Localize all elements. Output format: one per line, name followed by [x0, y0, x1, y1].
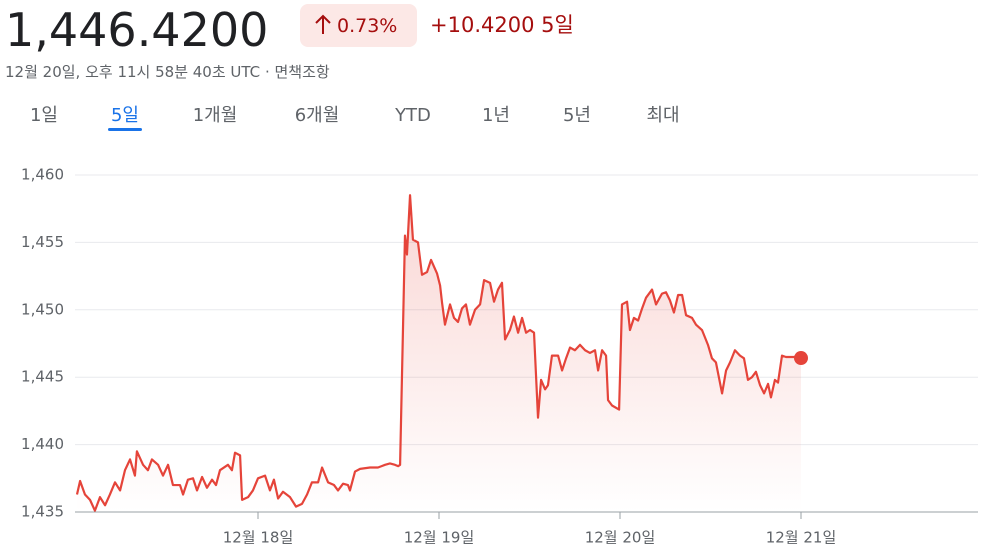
- change-value: +10.4200 5일: [430, 13, 574, 37]
- y-tick-label: 1,455: [21, 233, 64, 251]
- range-tab[interactable]: 5일: [111, 105, 139, 126]
- range-tab[interactable]: 5년: [563, 105, 591, 126]
- range-tabs: 1일 5일 1개월 6개월 YTD 1년 5년 최대: [30, 105, 680, 131]
- timestamp: 12월 20일, 오후 11시 58분 40초 UTC: [5, 63, 260, 81]
- range-tab[interactable]: 1년: [482, 105, 510, 126]
- change-badge: [300, 4, 417, 47]
- disclaimer-link[interactable]: 면책조항: [275, 63, 330, 81]
- x-tick-label: 12월 21일: [766, 529, 837, 547]
- y-tick-label: 1,460: [21, 166, 64, 184]
- active-tab-underline: [108, 128, 142, 131]
- change: +10.4200: [430, 13, 534, 37]
- range-tab[interactable]: 1개월: [193, 105, 238, 126]
- up-arrow: [315, 14, 331, 34]
- price: 1,446.4200: [5, 3, 268, 57]
- last-point: [794, 351, 808, 366]
- x-tick-label: 12월 18일: [223, 529, 294, 547]
- area-fill: [77, 195, 801, 512]
- x-tick-label: 12월 19일: [404, 529, 475, 547]
- chart: 1,435 1,440 1,445 1,450 1,455 1,460 12월 18일 12월…: [21, 166, 978, 547]
- x-tick-label: 12월 20일: [585, 529, 656, 547]
- separator: ·: [265, 63, 270, 81]
- y-tick-label: 1,450: [21, 300, 64, 318]
- y-tick-label: 1,440: [21, 435, 64, 453]
- range-tab[interactable]: 6개월: [295, 105, 340, 126]
- period: 5일: [541, 13, 574, 37]
- y-tick-label: 1,445: [21, 368, 64, 386]
- range-tab[interactable]: 1일: [30, 105, 58, 126]
- y-tick-label: 1,435: [21, 503, 64, 521]
- change-percent: 0.73%: [337, 15, 397, 37]
- price-line: [75, 194, 802, 512]
- header: 1,446.4200 0.73% +10.4200 5일 12월 20일, 오후…: [5, 3, 574, 81]
- range-tab[interactable]: 최대: [646, 105, 679, 126]
- subtitle: 12월 20일, 오후 11시 58분 40초 UTC · 면책조항: [5, 63, 330, 81]
- range-tab[interactable]: YTD: [394, 105, 431, 126]
